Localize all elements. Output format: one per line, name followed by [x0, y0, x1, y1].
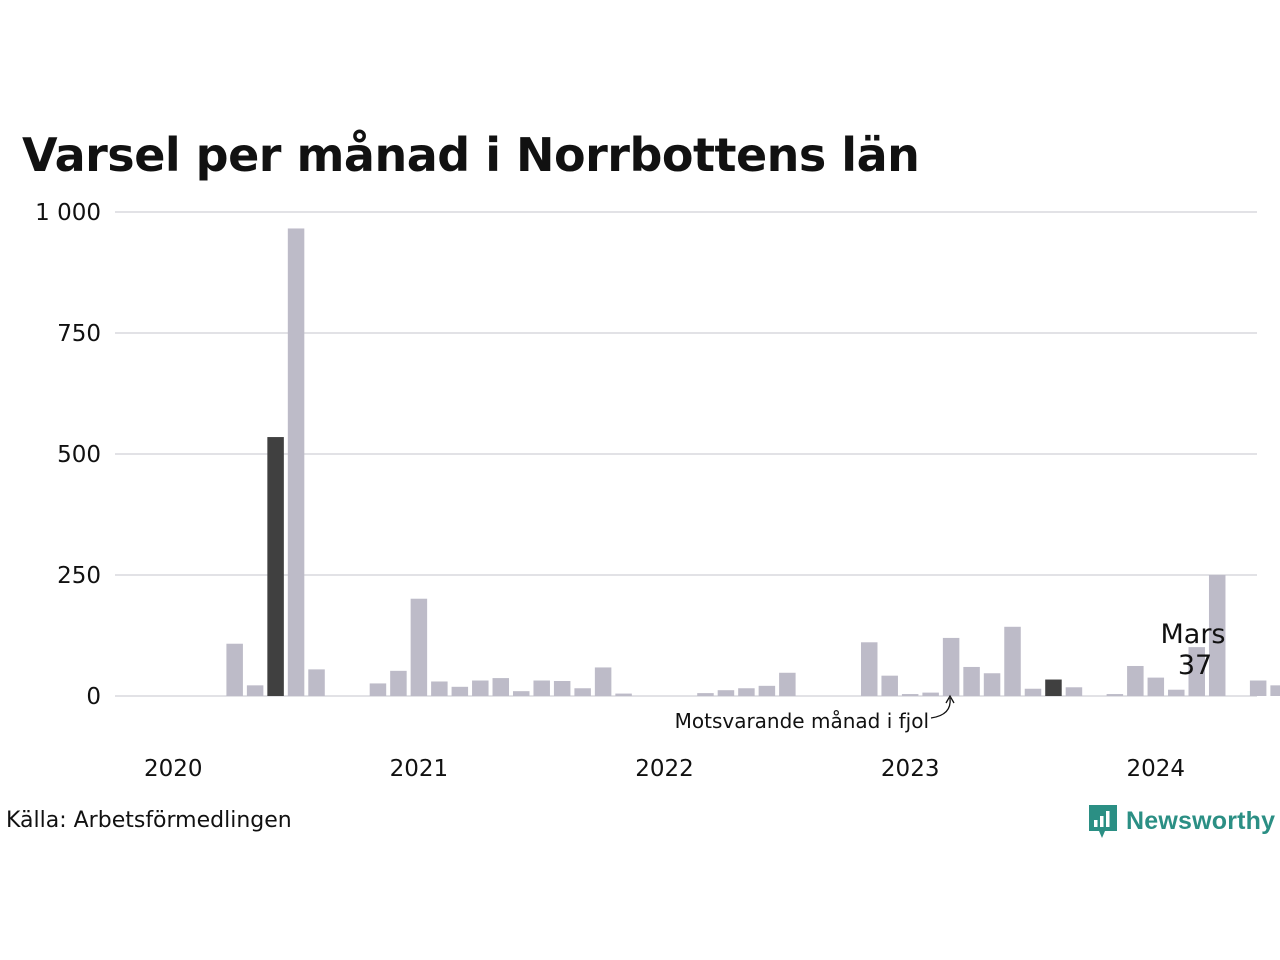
y-tick-label: 0 — [86, 684, 101, 710]
bar — [1270, 685, 1280, 696]
prev-year-annotation: Motsvarande månad i fjol — [675, 709, 929, 733]
chart-title: Varsel per månad i Norrbottens län — [22, 128, 920, 182]
bar — [901, 694, 919, 696]
source-note: Källa: Arbetsförmedlingen — [6, 808, 292, 833]
x-year-label: 2021 — [390, 756, 449, 782]
bar — [881, 675, 898, 696]
bar — [226, 643, 243, 696]
bar — [451, 686, 469, 696]
bar — [574, 688, 591, 696]
bar — [1249, 680, 1267, 696]
bar — [758, 685, 776, 696]
bar — [246, 685, 264, 696]
bar — [697, 693, 714, 696]
annotation-arrow — [930, 697, 951, 719]
y-tick-label: 500 — [57, 442, 101, 468]
bar — [779, 672, 796, 696]
newsworthy-logo[interactable]: Newsworthy — [1088, 803, 1275, 839]
bar — [717, 690, 735, 696]
gridlines — [115, 211, 1257, 697]
bar — [369, 683, 387, 696]
bar — [963, 666, 980, 696]
bar — [512, 691, 530, 696]
bar — [390, 670, 407, 696]
bar — [287, 228, 305, 696]
bar-same-month-prev-year — [1045, 679, 1062, 696]
current-month-label: Mars — [1160, 619, 1225, 650]
bar — [1208, 575, 1226, 696]
bars — [226, 228, 1280, 696]
bar — [1065, 687, 1083, 696]
bar — [983, 673, 1001, 696]
bar — [1106, 694, 1124, 696]
x-axis-labels: 2020 2021 2022 2023 2024 — [144, 756, 1185, 782]
bar — [860, 642, 878, 696]
logo-text: Newsworthy — [1126, 806, 1276, 835]
bar — [738, 688, 755, 696]
y-axis-labels: 0 250 500 750 1 000 — [35, 200, 101, 710]
bar — [1147, 677, 1165, 696]
y-tick-label: 750 — [57, 321, 101, 347]
newsworthy-logo-icon — [1089, 805, 1117, 838]
bar — [594, 667, 612, 696]
bar — [431, 681, 448, 696]
bar — [615, 693, 632, 696]
bar — [308, 669, 325, 696]
bar — [1127, 665, 1144, 696]
bar — [410, 598, 428, 696]
bar — [922, 692, 939, 696]
annotations: Mars 37 Motsvarande månad i fjol — [675, 619, 1226, 733]
bar — [1168, 689, 1185, 696]
bar-same-month-prev-year — [267, 437, 284, 696]
x-year-label: 2020 — [144, 756, 203, 782]
bar — [1024, 688, 1042, 696]
y-tick-label: 250 — [57, 563, 101, 589]
bar — [1188, 647, 1205, 696]
bar — [492, 678, 510, 696]
x-year-label: 2024 — [1127, 756, 1186, 782]
annotation-arrowhead — [945, 694, 955, 704]
bar — [1004, 626, 1021, 696]
x-year-label: 2022 — [635, 756, 694, 782]
bar — [553, 681, 571, 696]
y-tick-label: 1 000 — [35, 200, 101, 226]
bar — [472, 680, 489, 696]
bar — [533, 680, 550, 696]
bar — [942, 637, 960, 696]
x-year-label: 2023 — [881, 756, 940, 782]
current-value-label: 37 — [1178, 650, 1212, 681]
